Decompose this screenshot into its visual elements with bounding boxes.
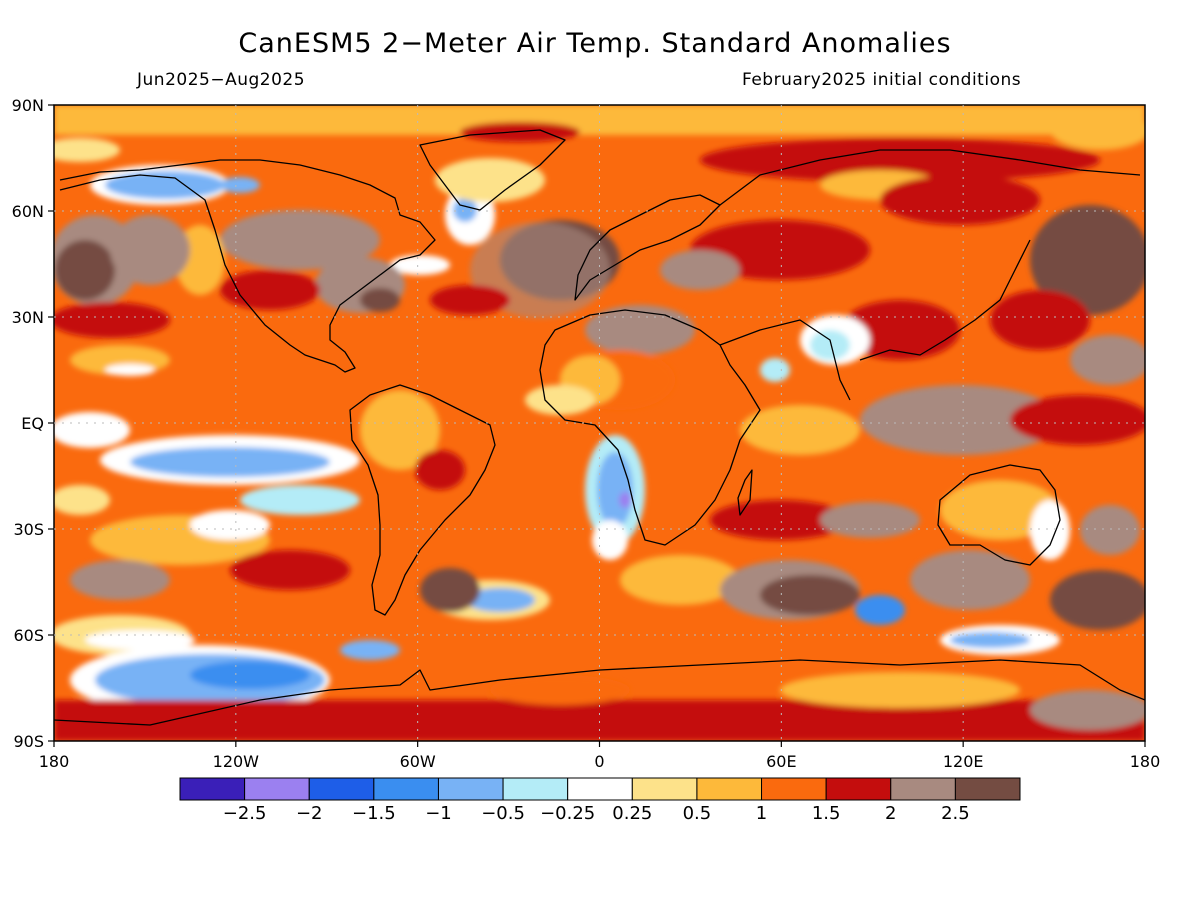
lat-label: EQ xyxy=(21,414,44,433)
lat-label: 30N xyxy=(12,308,44,327)
colorbar-label: −2 xyxy=(296,803,323,824)
coastlines xyxy=(54,129,1145,726)
forecast-period: Jun2025−Aug2025 xyxy=(137,70,306,90)
lon-label: 180 xyxy=(1130,752,1161,771)
lat-label: 60N xyxy=(12,202,44,221)
colorbar-swatch xyxy=(954,777,1021,801)
colorbar-label: −0.25 xyxy=(540,803,595,824)
colorbar-label: 0.25 xyxy=(612,803,652,824)
colorbar-label: 2 xyxy=(885,803,896,824)
lon-label: 60W xyxy=(400,752,436,771)
map-title: CanESM5 2−Meter Air Temp. Standard Anoma… xyxy=(238,28,952,59)
lat-label: 90N xyxy=(12,96,44,115)
lat-label: 90S xyxy=(13,732,44,751)
colorbar-swatch xyxy=(890,777,956,801)
colorbar-swatch xyxy=(244,777,310,801)
colorbar-swatch xyxy=(761,777,827,801)
colorbar-label: −2.5 xyxy=(223,803,267,824)
lat-label: 30S xyxy=(13,520,44,539)
colorbar-swatch xyxy=(567,777,633,801)
longitude-axis: 180 120W 60W 0 60E 120E 180 xyxy=(39,741,1161,771)
colorbar-swatch xyxy=(502,777,569,801)
lat-label: 60S xyxy=(13,626,44,645)
colorbar-label: 0.5 xyxy=(683,803,712,824)
colorbar: −2.5 −2 −1.5 −1 −0.5 −0.25 0.25 0.5 1 1.5 2 2.5 xyxy=(179,777,1021,824)
colorbar-swatch xyxy=(437,777,504,801)
colorbar-swatch xyxy=(179,777,246,801)
colorbar-swatch xyxy=(631,777,698,801)
latitude-axis: 90N 60N 30N EQ 30S 60S 90S xyxy=(12,96,54,751)
colorbar-swatch xyxy=(308,777,375,801)
lon-label: 60E xyxy=(766,752,796,771)
lon-label: 0 xyxy=(594,752,604,771)
lon-label: 180 xyxy=(39,752,70,771)
colorbar-swatch xyxy=(825,777,892,801)
colorbar-label: −0.5 xyxy=(481,803,525,824)
colorbar-swatch xyxy=(373,777,439,801)
colorbar-label: −1.5 xyxy=(352,803,396,824)
initial-conditions: February2025 initial conditions xyxy=(742,70,1022,90)
lon-label: 120W xyxy=(213,752,260,771)
lon-label: 120E xyxy=(943,752,984,771)
colorbar-label: 2.5 xyxy=(941,803,970,824)
colorbar-label: −1 xyxy=(425,803,452,824)
gridlines xyxy=(54,105,1145,741)
colorbar-swatch xyxy=(696,777,763,801)
colorbar-label: 1 xyxy=(756,803,767,824)
colorbar-label: 1.5 xyxy=(812,803,841,824)
